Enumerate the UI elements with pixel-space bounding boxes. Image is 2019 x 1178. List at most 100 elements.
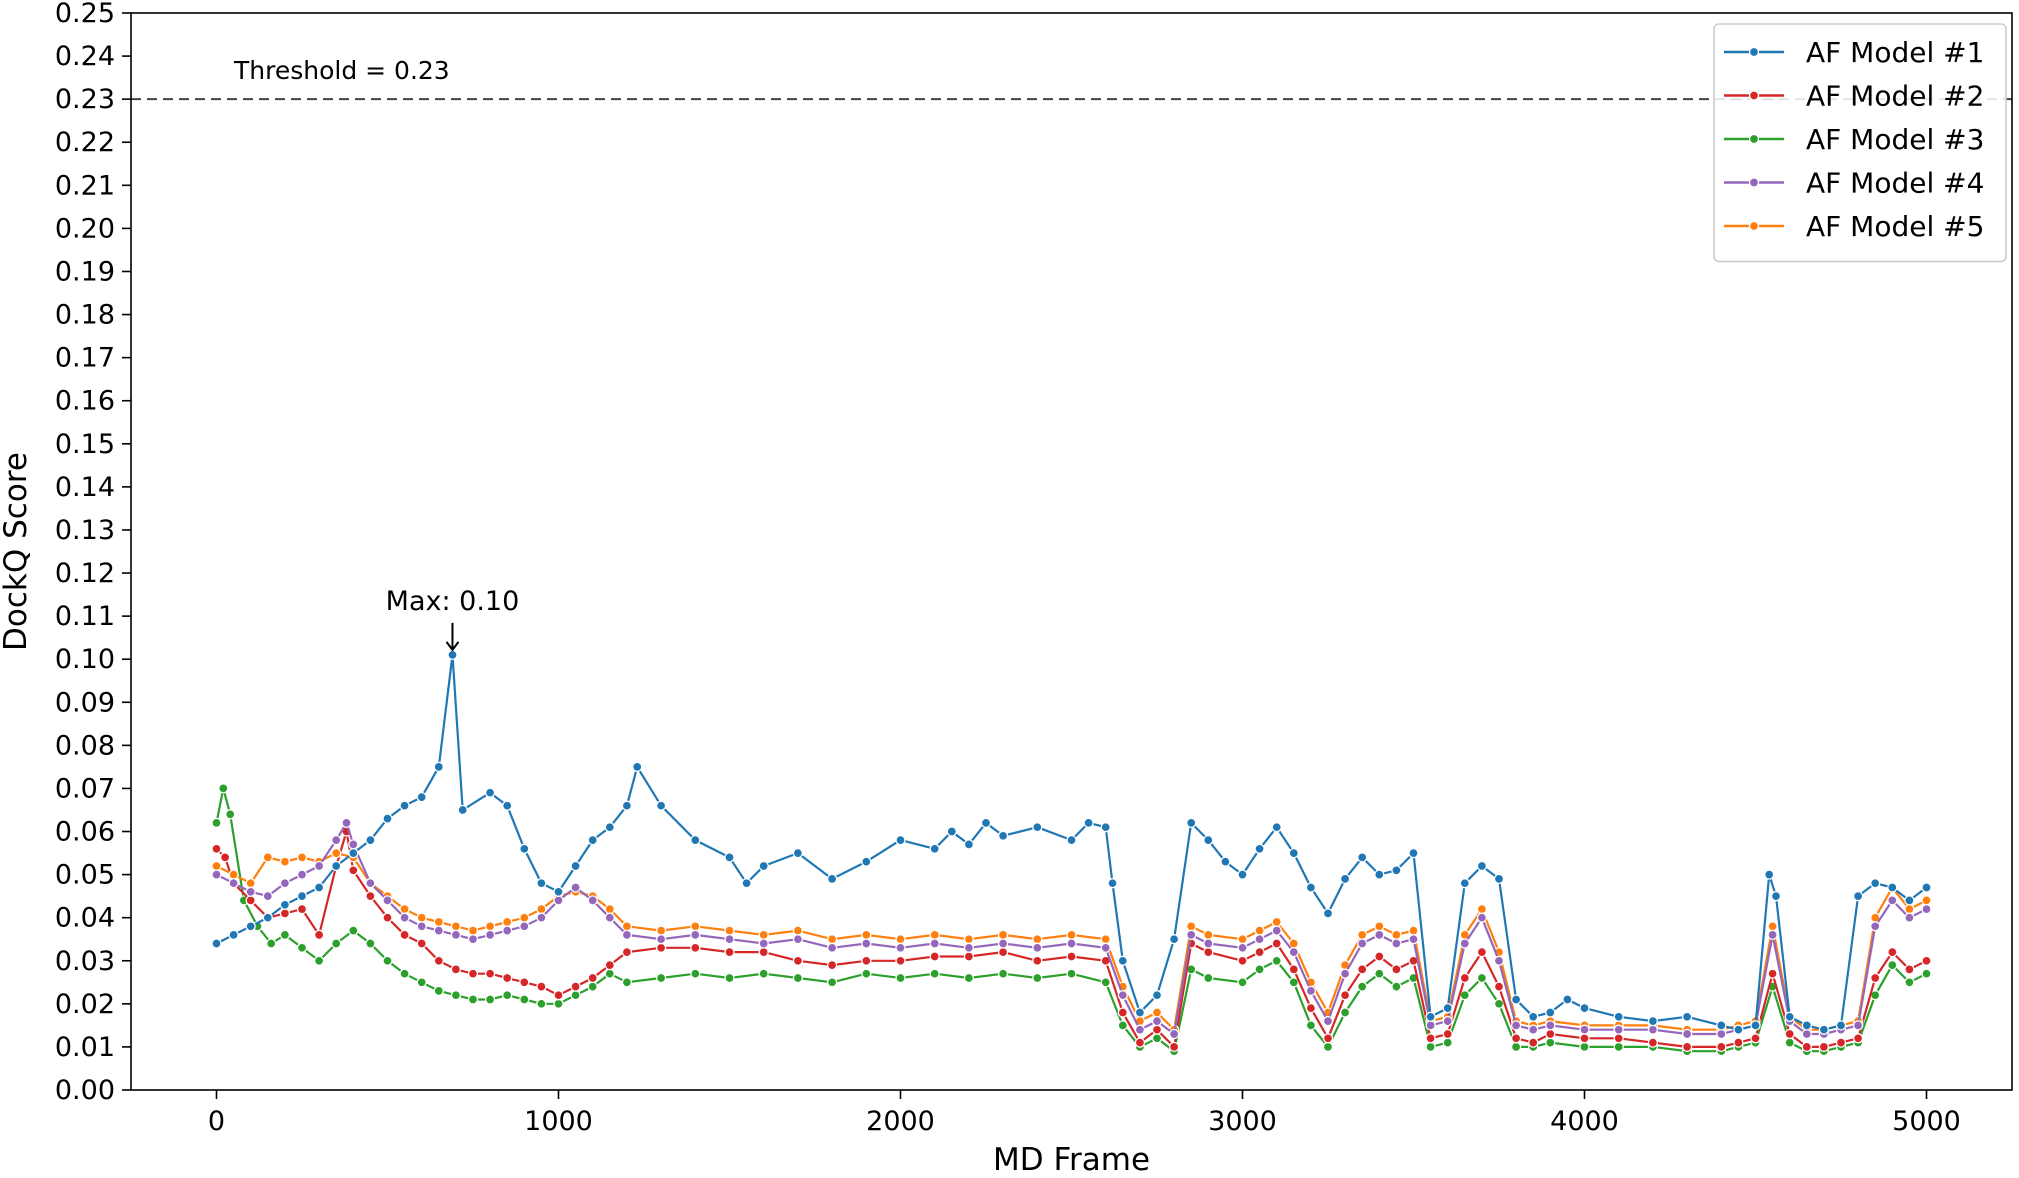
data-point (929, 929, 940, 941)
data-point (1716, 1028, 1727, 1040)
data-point (1151, 1015, 1163, 1027)
data-point (331, 938, 342, 949)
data-point (313, 860, 325, 872)
data-point (502, 972, 513, 984)
data-point (621, 800, 633, 811)
data-point (1784, 1037, 1795, 1048)
data-point (1921, 968, 1932, 979)
legend-item: AF Model #3 (1724, 123, 1984, 156)
data-point (1117, 990, 1128, 1001)
data-point (1579, 1002, 1590, 1014)
data-point (1442, 1002, 1453, 1014)
data-point (279, 856, 291, 867)
data-point (279, 878, 291, 889)
y-tick-label: 0.20 (55, 213, 115, 244)
data-point (1818, 1041, 1830, 1053)
data-point (553, 990, 564, 1001)
data-point (655, 942, 667, 953)
data-point (1852, 1020, 1864, 1031)
data-point (1391, 865, 1402, 876)
series-line (216, 653, 1928, 1031)
max-annotation-label: Max: 0.10 (386, 586, 520, 617)
data-point (1647, 1015, 1659, 1027)
data-point (1032, 822, 1043, 833)
data-point (1391, 964, 1402, 975)
data-point (1203, 938, 1214, 949)
data-point (348, 839, 359, 850)
data-point (467, 994, 479, 1005)
data-point (1271, 955, 1282, 966)
y-tick-label: 0.08 (55, 730, 115, 761)
data-point (416, 912, 427, 923)
data-point (826, 959, 838, 971)
data-point (1733, 1024, 1744, 1035)
data-point (1493, 981, 1505, 992)
data-point (1476, 912, 1488, 923)
data-point (587, 981, 598, 992)
legend-label: AF Model #3 (1806, 123, 1984, 156)
y-tick-label: 0.09 (55, 687, 115, 718)
data-point (450, 929, 462, 941)
data-point (1562, 994, 1573, 1005)
data-point (690, 968, 701, 979)
y-tick-label: 0.11 (55, 601, 115, 632)
data-point (1442, 1037, 1453, 1048)
data-point (1254, 843, 1265, 854)
data-point (211, 860, 222, 872)
data-point (1613, 1024, 1624, 1035)
legend-marker-swatch (1748, 90, 1760, 101)
data-point (382, 955, 393, 966)
data-point (416, 921, 427, 932)
data-point (1476, 903, 1488, 915)
data-point (621, 946, 633, 958)
data-point (348, 925, 359, 936)
data-point (1425, 1041, 1436, 1053)
y-tick-label: 0.24 (55, 41, 115, 72)
data-point (1767, 968, 1778, 979)
data-point (1066, 834, 1077, 846)
data-point (861, 968, 872, 979)
data-point (826, 977, 838, 988)
data-point (1271, 916, 1282, 928)
data-point (399, 929, 410, 941)
data-point (296, 903, 308, 915)
data-point (1357, 981, 1368, 992)
data-point (519, 843, 530, 854)
data-point (218, 783, 229, 794)
data-point (313, 929, 325, 941)
data-point (348, 847, 359, 859)
data-point (365, 938, 376, 949)
data-point (450, 921, 462, 932)
data-point (1186, 921, 1197, 932)
data-point (724, 925, 735, 936)
max-annotation: Max: 0.10 (386, 586, 520, 652)
data-point (228, 869, 239, 880)
y-tick-label: 0.22 (55, 127, 115, 158)
data-point (1134, 1037, 1146, 1048)
threshold-label: Threshold = 0.23 (233, 56, 450, 85)
x-tick-label: 4000 (1550, 1106, 1619, 1137)
data-point (1100, 822, 1111, 833)
data-point (1271, 822, 1282, 833)
data-point (536, 981, 547, 992)
y-tick-label: 0.04 (55, 903, 115, 934)
data-point (655, 925, 667, 936)
data-point (1716, 1020, 1727, 1031)
data-point (1322, 1041, 1334, 1053)
data-point (262, 890, 273, 902)
data-point (1288, 964, 1299, 975)
y-tick-label: 0.15 (55, 429, 115, 460)
data-point (1887, 882, 1898, 893)
data-point (536, 878, 547, 889)
data-point (1459, 938, 1470, 949)
data-point (895, 934, 906, 945)
data-point (1476, 946, 1488, 958)
data-point (1408, 925, 1419, 936)
data-point (313, 882, 325, 893)
data-point (484, 787, 496, 798)
data-point (1784, 1011, 1795, 1022)
data-point (604, 912, 615, 923)
data-point (467, 934, 479, 945)
data-point (399, 903, 410, 915)
data-point (1459, 878, 1470, 889)
